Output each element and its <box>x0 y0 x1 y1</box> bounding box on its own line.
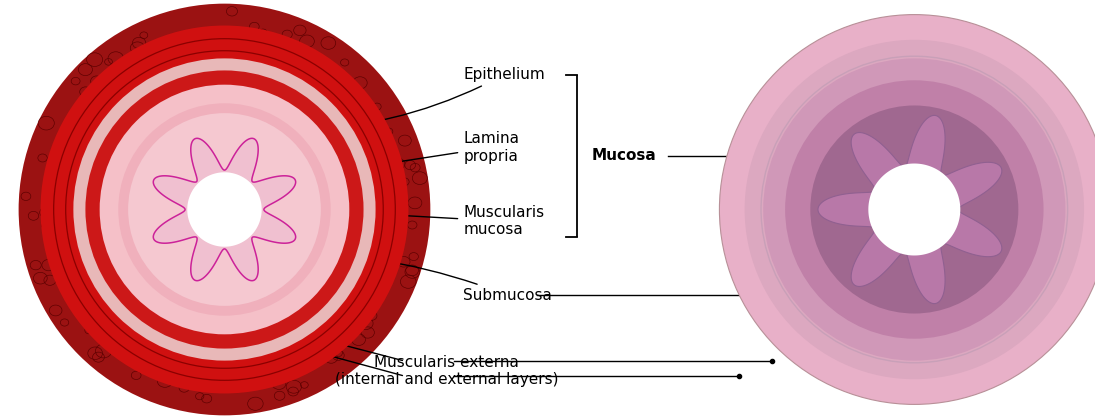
Polygon shape <box>818 115 1002 304</box>
Text: Muscularis externa
(internal and external layers): Muscularis externa (internal and externa… <box>335 354 558 387</box>
Text: Lamina
propria: Lamina propria <box>288 131 519 179</box>
Polygon shape <box>153 138 296 281</box>
Ellipse shape <box>100 85 349 334</box>
Text: Muscularis
mucosa: Muscularis mucosa <box>277 205 544 238</box>
Text: Mucosa: Mucosa <box>591 148 656 163</box>
Ellipse shape <box>41 26 408 393</box>
Ellipse shape <box>85 70 364 349</box>
Ellipse shape <box>73 58 376 361</box>
Polygon shape <box>187 172 262 247</box>
Ellipse shape <box>719 15 1095 404</box>
Ellipse shape <box>128 113 321 306</box>
Ellipse shape <box>19 4 430 415</box>
Text: Submucosa: Submucosa <box>273 252 552 303</box>
Polygon shape <box>868 163 960 256</box>
Ellipse shape <box>745 40 1084 379</box>
Ellipse shape <box>763 58 1065 361</box>
Ellipse shape <box>118 103 331 316</box>
Bar <box>580 0 1095 419</box>
Ellipse shape <box>810 106 1018 313</box>
Text: Epithelium: Epithelium <box>297 67 545 131</box>
Ellipse shape <box>785 80 1044 339</box>
